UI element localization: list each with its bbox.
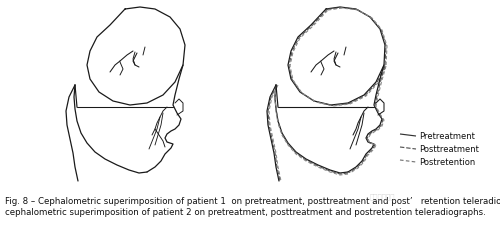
Text: Posttreatment: Posttreatment — [419, 144, 479, 153]
Text: 一口论坛技术: 一口论坛技术 — [370, 192, 396, 199]
Text: Pretreatment: Pretreatment — [419, 131, 475, 140]
Text: Postretention: Postretention — [419, 157, 475, 166]
Text: cephalometric superimposition of patient 2 on pretreatment, posttreatment and po: cephalometric superimposition of patient… — [5, 207, 486, 216]
Text: Fig. 8 – Cephalometric superimposition of patient 1  on pretreatment, posttreatm: Fig. 8 – Cephalometric superimposition o… — [5, 196, 500, 205]
